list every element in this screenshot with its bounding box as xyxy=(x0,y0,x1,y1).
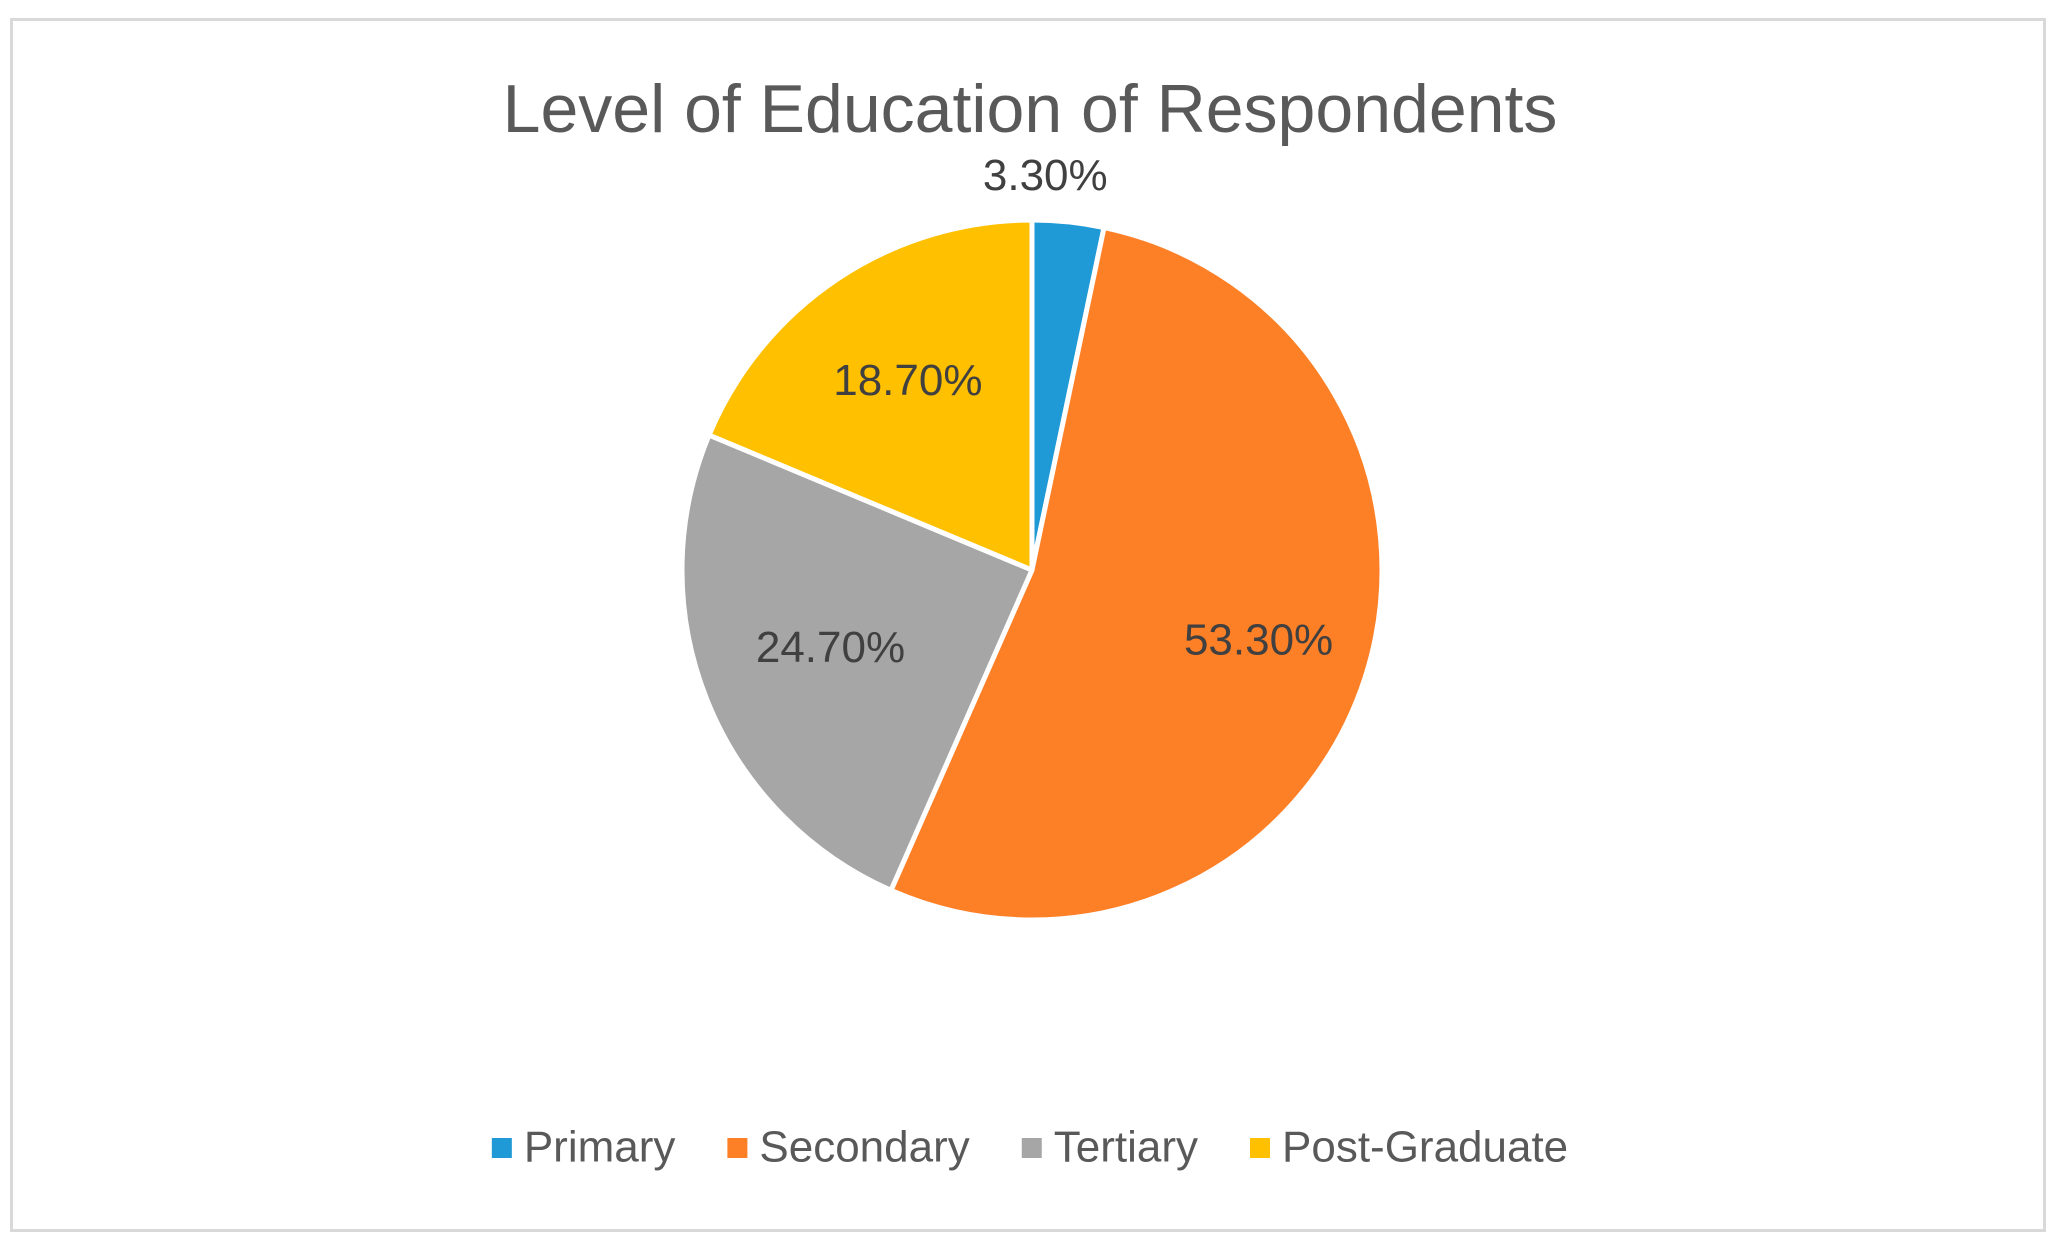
legend-item-secondary: Secondary xyxy=(727,1123,970,1172)
data-labels: 3.30% 53.30% 24.70% 18.70% xyxy=(756,151,1333,672)
legend: Primary Secondary Tertiary Post-Graduate xyxy=(491,1123,1568,1172)
data-label-primary: 3.30% xyxy=(983,151,1108,200)
legend-item-primary: Primary xyxy=(491,1123,676,1172)
pie-slices xyxy=(679,217,1385,923)
data-label-tertiary: 24.70% xyxy=(756,623,905,672)
legend-swatch-primary xyxy=(491,1138,512,1158)
data-label-post-graduate: 18.70% xyxy=(833,356,982,405)
legend-label-secondary: Secondary xyxy=(759,1123,969,1172)
legend-label-post-graduate: Post-Graduate xyxy=(1282,1123,1568,1172)
pie-slice-post-graduate xyxy=(706,217,1035,573)
legend-label-primary: Primary xyxy=(524,1123,676,1172)
chart-title: Level of Education of Respondents xyxy=(503,71,1558,147)
legend-item-tertiary: Tertiary xyxy=(1021,1123,1198,1172)
legend-label-tertiary: Tertiary xyxy=(1054,1123,1198,1172)
legend-item-post-graduate: Post-Graduate xyxy=(1250,1123,1568,1172)
data-label-secondary: 53.30% xyxy=(1184,615,1333,664)
legend-swatch-post-graduate xyxy=(1250,1138,1271,1158)
legend-swatch-secondary xyxy=(727,1138,748,1158)
pie-slice-tertiary xyxy=(679,432,1035,893)
legend-swatch-tertiary xyxy=(1021,1138,1042,1158)
pie-slice-secondary xyxy=(888,224,1385,923)
